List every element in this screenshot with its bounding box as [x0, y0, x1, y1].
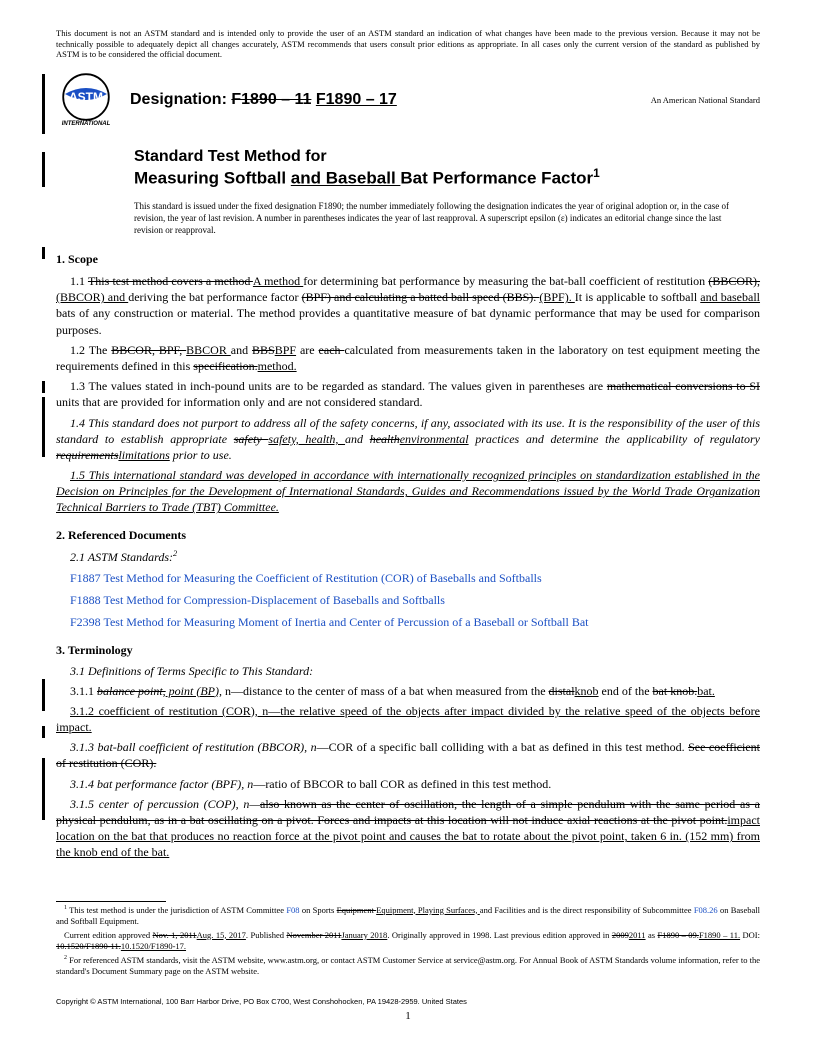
title-block: Standard Test Method for Measuring Softb…	[134, 148, 760, 190]
para-1-4: 1.4 This standard does not purport to ad…	[56, 415, 760, 464]
change-bar	[42, 152, 45, 187]
title-line1: Standard Test Method for	[134, 148, 760, 166]
change-bar	[42, 74, 45, 134]
change-bar	[42, 381, 45, 393]
designation: Designation: F1890 – 11 F1890 – 17	[130, 91, 397, 109]
ans-label: An American National Standard	[651, 95, 760, 105]
para-3-1-5: 3.1.5 center of percussion (COP), n—also…	[56, 796, 760, 861]
para-1-3: 1.3 The values stated in inch-pound unit…	[56, 378, 760, 410]
designation-old: F1890 – 11	[231, 91, 311, 108]
terminology-head: 3. Terminology	[56, 643, 760, 658]
para-3-1-1: 3.1.1 balance point, point (BP), n—dista…	[56, 683, 760, 699]
para-1-5: 1.5 This international standard was deve…	[56, 467, 760, 516]
scope-head: 1. Scope	[56, 252, 760, 267]
change-bar	[42, 397, 45, 457]
footnote-rule	[56, 901, 166, 902]
ref-f2398: F2398 Test Method for Measuring Moment o…	[56, 613, 760, 631]
svg-text:ASTM: ASTM	[69, 90, 103, 104]
footnote-1: 1 This test method is under the jurisdic…	[56, 905, 760, 927]
change-bar	[42, 247, 45, 259]
page-number: 1	[0, 1010, 816, 1022]
change-bar	[42, 726, 45, 738]
designation-label: Designation:	[130, 91, 227, 108]
para-3-1-4: 3.1.4 bat performance factor (BPF), n—ra…	[56, 776, 760, 792]
footnote-2: 2 For referenced ASTM standards, visit t…	[56, 955, 760, 977]
para-1-1: 1.1 This test method covers a method A m…	[56, 273, 760, 338]
designation-new: F1890 – 17	[316, 91, 397, 108]
change-bar	[42, 758, 45, 820]
ref-f1887: F1887 Test Method for Measuring the Coef…	[56, 569, 760, 587]
para-1-2: 1.2 The BBCOR, BPF, BBCOR and BBSBPF are…	[56, 342, 760, 374]
astm-logo: ASTM INTERNATIONAL	[56, 70, 116, 130]
title-line2: Measuring Softball and Baseball Bat Perf…	[134, 166, 760, 190]
svg-text:INTERNATIONAL: INTERNATIONAL	[62, 121, 111, 127]
para-3-1-3: 3.1.3 bat-ball coefficient of restitutio…	[56, 739, 760, 771]
refdocs-head: 2. Referenced Documents	[56, 528, 760, 543]
change-bar	[42, 679, 45, 711]
para-3-1-2: 3.1.2 coefficient of restitution (COR), …	[56, 703, 760, 735]
top-disclaimer: This document is not an ASTM standard an…	[56, 28, 760, 60]
para-2-1: 2.1 ASTM Standards:2	[56, 549, 760, 565]
issue-note: This standard is issued under the fixed …	[134, 200, 760, 236]
ref-f1888: F1888 Test Method for Compression-Displa…	[56, 591, 760, 609]
header-row: ASTM INTERNATIONAL Designation: F1890 – …	[56, 70, 760, 130]
footnote-current-edition: Current edition approved Nov. 1, 2011Aug…	[56, 930, 760, 952]
copyright: Copyright © ASTM International, 100 Barr…	[56, 997, 467, 1006]
para-3-1: 3.1 Definitions of Terms Specific to Thi…	[56, 664, 760, 679]
